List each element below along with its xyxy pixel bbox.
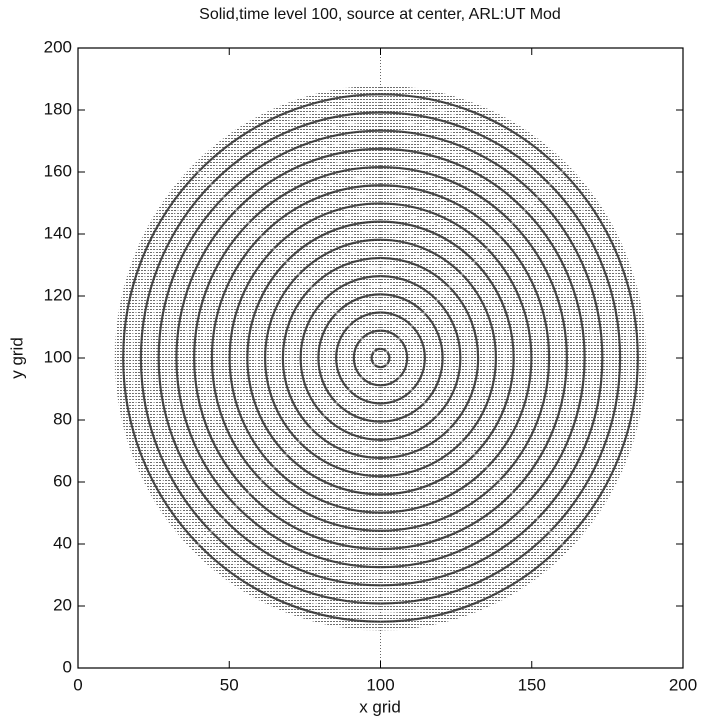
x-axis-label: x grid: [359, 697, 401, 716]
x-tick-label: 200: [669, 675, 697, 694]
wave-ring: [210, 184, 551, 532]
y-tick-label: 80: [53, 409, 72, 428]
wave-ring: [255, 230, 506, 486]
wave-ring: [273, 248, 488, 468]
wave-ring: [220, 193, 541, 523]
y-tick-label: 200: [44, 37, 72, 56]
y-tick-label: 0: [63, 657, 72, 676]
x-tick-label: 100: [366, 675, 394, 694]
x-tick-label: 0: [73, 675, 82, 694]
wave-ring: [246, 220, 515, 496]
chart-title: Solid,time level 100, source at center, …: [199, 6, 561, 23]
wave-ring: [264, 238, 497, 478]
y-tick-label: 160: [44, 161, 72, 180]
plot-area: [113, 48, 648, 668]
y-axis-label: y grid: [7, 337, 26, 379]
x-tick-label: 150: [518, 675, 546, 694]
x-tick-label: 50: [220, 675, 239, 694]
wave-ring: [193, 165, 568, 551]
y-tick-label: 20: [53, 595, 72, 614]
y-tick-label: 140: [44, 223, 72, 242]
wave-ring: [228, 202, 533, 514]
y-tick-label: 60: [53, 471, 72, 490]
y-tick-label: 40: [53, 533, 72, 552]
wave-ring: [237, 211, 524, 505]
y-tick-label: 100: [44, 347, 72, 366]
y-tick-label: 180: [44, 99, 72, 118]
wave-ring: [202, 175, 559, 541]
y-tick-label: 120: [44, 285, 72, 304]
wave-ring: [281, 256, 480, 460]
